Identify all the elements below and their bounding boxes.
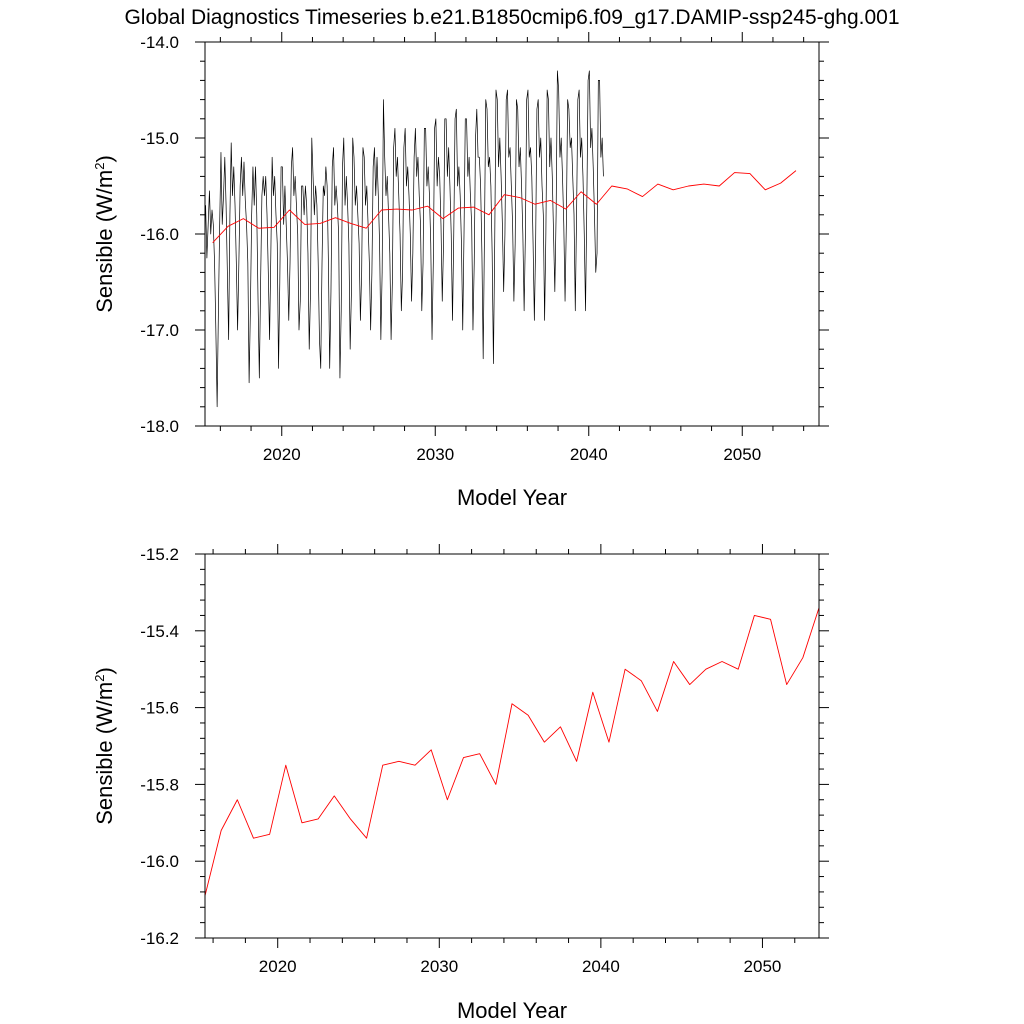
- top-chart-ylabel-end: ): [92, 155, 117, 162]
- top-chart: 2020 2030 2040 2050 -18.0 -17.0 -16.0 -15.0 -14.…: [92, 32, 829, 510]
- figure-title: Global Diagnostics Timeseries b.e21.B185…: [124, 6, 899, 29]
- top-chart-ylabel-base: Sensible (W/m: [92, 170, 117, 313]
- top-chart-x-tick-label: 2020: [263, 445, 301, 464]
- bottom-chart-marks: [204, 607, 820, 896]
- bottom-chart-ylabel: Sensible (W/m2): [92, 667, 117, 825]
- top-chart-y-tick-label: -15.0: [140, 129, 179, 148]
- top-chart-plot-frame: [204, 41, 820, 427]
- top-chart-annual-series-line: [212, 170, 797, 243]
- top-chart-y-tick-label: -17.0: [140, 321, 179, 340]
- top-chart-axes: 2020 2030 2040 2050 -18.0 -17.0 -16.0 -15.0 -14.…: [140, 32, 829, 464]
- top-chart-y-tick-label: -18.0: [140, 417, 179, 436]
- top-chart-y-tick-label: -16.0: [140, 225, 179, 244]
- bottom-chart-xlabel: Model Year: [457, 998, 567, 1023]
- bottom-chart-x-tick-label: 2040: [582, 957, 620, 976]
- top-chart-y-tick-label: -14.0: [140, 33, 179, 52]
- top-chart-x-tick-label: 2050: [723, 445, 761, 464]
- bottom-chart-y-tick-label: -15.8: [140, 775, 179, 794]
- bottom-chart-ylabel-sup: 2: [92, 675, 107, 682]
- top-chart-ylabel: Sensible (W/m2): [92, 155, 117, 313]
- top-chart-x-tick-label: 2040: [570, 445, 608, 464]
- top-chart-x-tick-label: 2030: [416, 445, 454, 464]
- bottom-chart-y-tick-label: -16.2: [140, 929, 179, 948]
- bottom-chart-y-tick-label: -16.0: [140, 852, 179, 871]
- bottom-chart-x-tick-label: 2030: [420, 957, 458, 976]
- top-chart-monthly-series-line: [205, 70, 604, 408]
- bottom-chart-ylabel-end: ): [92, 667, 117, 674]
- top-chart-xlabel: Model Year: [457, 485, 567, 510]
- bottom-chart-axes: 2020 2030 2040 2050 -16.2 -16.0 -15.8 -15.6 -15.…: [140, 544, 829, 976]
- bottom-chart-y-tick-label: -15.4: [140, 622, 179, 641]
- top-chart-ylabel-sup: 2: [92, 163, 107, 170]
- bottom-chart-x-tick-label: 2050: [744, 957, 782, 976]
- bottom-chart: 2020 2030 2040 2050 -16.2 -16.0 -15.8 -15.6 -15.…: [92, 544, 829, 1023]
- bottom-chart-x-tick-label: 2020: [259, 957, 297, 976]
- bottom-chart-ylabel-base: Sensible (W/m: [92, 682, 117, 825]
- top-chart-marks: [205, 70, 797, 408]
- bottom-chart-y-tick-label: -15.2: [140, 545, 179, 564]
- bottom-chart-plot-frame: [204, 553, 820, 939]
- bottom-chart-annual-series-line: [204, 607, 820, 896]
- bottom-chart-y-tick-label: -15.6: [140, 699, 179, 718]
